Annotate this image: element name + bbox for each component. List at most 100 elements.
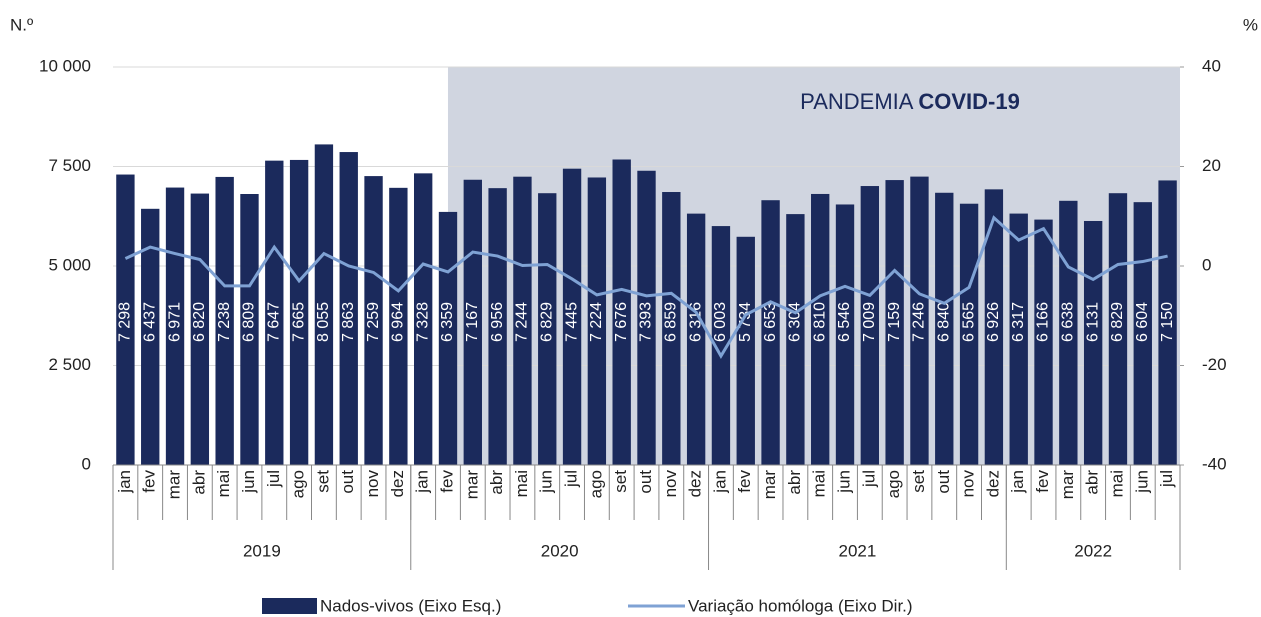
value-label: 7 224 [588,302,605,342]
y-tick-label: 5 000 [48,255,91,274]
value-label: 5 734 [737,302,754,342]
legend-label: Nados-vivos (Eixo Esq.) [320,596,501,615]
bar [786,214,805,465]
x-tick-label: abr [189,470,208,495]
bar [885,180,904,466]
value-label: 7 150 [1159,302,1176,342]
bar [513,176,532,466]
group-label: 2021 [839,541,877,560]
y2-tick-label: -20 [1202,355,1227,374]
x-tick-label: out [636,470,655,494]
x-tick-label: dez [686,470,705,497]
value-label: 7 328 [414,302,431,342]
annotation: PANDEMIA COVID-19 [800,89,1020,114]
value-label: 7 445 [563,302,580,342]
x-tick-label: abr [785,470,804,495]
x-tick-label: out [338,470,357,494]
bar [1034,219,1053,465]
x-tick-label: mar [165,470,184,500]
x-tick-label: out [934,470,953,494]
y-tick-label: 7 500 [48,156,91,175]
bar [984,189,1004,465]
x-tick-label: mai [1107,470,1126,497]
value-label: 6 003 [712,302,729,342]
bar [1059,200,1078,465]
value-label: 7 238 [216,302,233,342]
y-tick-label: 2 500 [48,355,91,374]
x-tick-label: nov [363,470,382,498]
x-tick-label: fev [140,470,159,493]
value-label: 6 810 [811,302,828,342]
x-tick-label: jul [562,470,581,488]
x-tick-label: mar [760,470,779,500]
x-tick-label: mai [810,470,829,497]
x-tick-label: fev [437,470,456,493]
x-tick-label: mar [1058,470,1077,500]
bar [587,177,607,465]
x-tick-label: jun [537,470,556,494]
value-label: 6 653 [762,302,779,342]
value-label: 6 131 [1084,302,1101,342]
bar [314,144,334,465]
value-label: 7 167 [464,302,481,342]
x-tick-label: jan [1008,470,1027,494]
bar [339,152,358,465]
x-tick-label: nov [661,470,680,498]
bar [289,159,309,466]
x-tick-label: jul [859,470,878,488]
x-tick-label: jun [239,470,258,494]
bar [612,159,631,466]
x-tick-label: jul [1157,470,1176,488]
bar [1108,193,1128,465]
x-tick-label: ago [884,470,903,498]
value-label: 8 055 [315,302,332,342]
legend-swatch [262,598,317,614]
value-label: 6 604 [1134,302,1151,342]
bar [364,176,383,465]
value-label: 6 166 [1035,302,1052,342]
bar [562,168,582,465]
x-tick-label: fev [735,470,754,493]
value-label: 7 244 [514,302,531,342]
x-tick-label: abr [1083,470,1102,495]
value-label: 7 676 [613,302,630,342]
x-tick-label: set [313,470,332,493]
bar [1083,220,1103,465]
value-label: 7 009 [861,302,878,342]
bar [1158,180,1177,465]
line [124,215,1168,360]
value-label: 6 926 [985,302,1002,342]
value-label: 7 246 [911,302,928,342]
bar [860,186,880,465]
bar [959,203,979,465]
value-label: 6 316 [687,302,704,342]
bar [811,193,830,465]
value-label: 6 829 [1109,302,1126,342]
x-tick-label: mar [462,470,481,500]
bar [413,173,433,466]
bar [116,174,135,465]
bar [165,187,185,465]
y2-tick-label: -40 [1202,454,1227,473]
x-tick-label: jan [115,470,134,494]
x-tick-label: set [611,470,630,493]
value-label: 6 437 [141,302,158,342]
value-label: 6 317 [1010,302,1027,342]
x-tick-label: jun [834,470,853,494]
value-label: 6 964 [390,302,407,342]
value-label: 6 840 [935,302,952,342]
y2-axis-label: % [1243,15,1258,34]
bar [1133,202,1152,465]
x-tick-label: jun [1132,470,1151,494]
value-label: 6 638 [1060,302,1077,342]
bar [265,160,284,465]
bar [240,194,259,465]
value-label: 6 359 [439,302,456,342]
x-tick-label: jan [413,470,432,494]
x-tick-label: mai [512,470,531,497]
legend-label: Variação homóloga (Eixo Dir.) [688,596,913,615]
group-label: 2022 [1074,541,1112,560]
value-label: 7 393 [638,302,655,342]
bar [637,170,656,465]
